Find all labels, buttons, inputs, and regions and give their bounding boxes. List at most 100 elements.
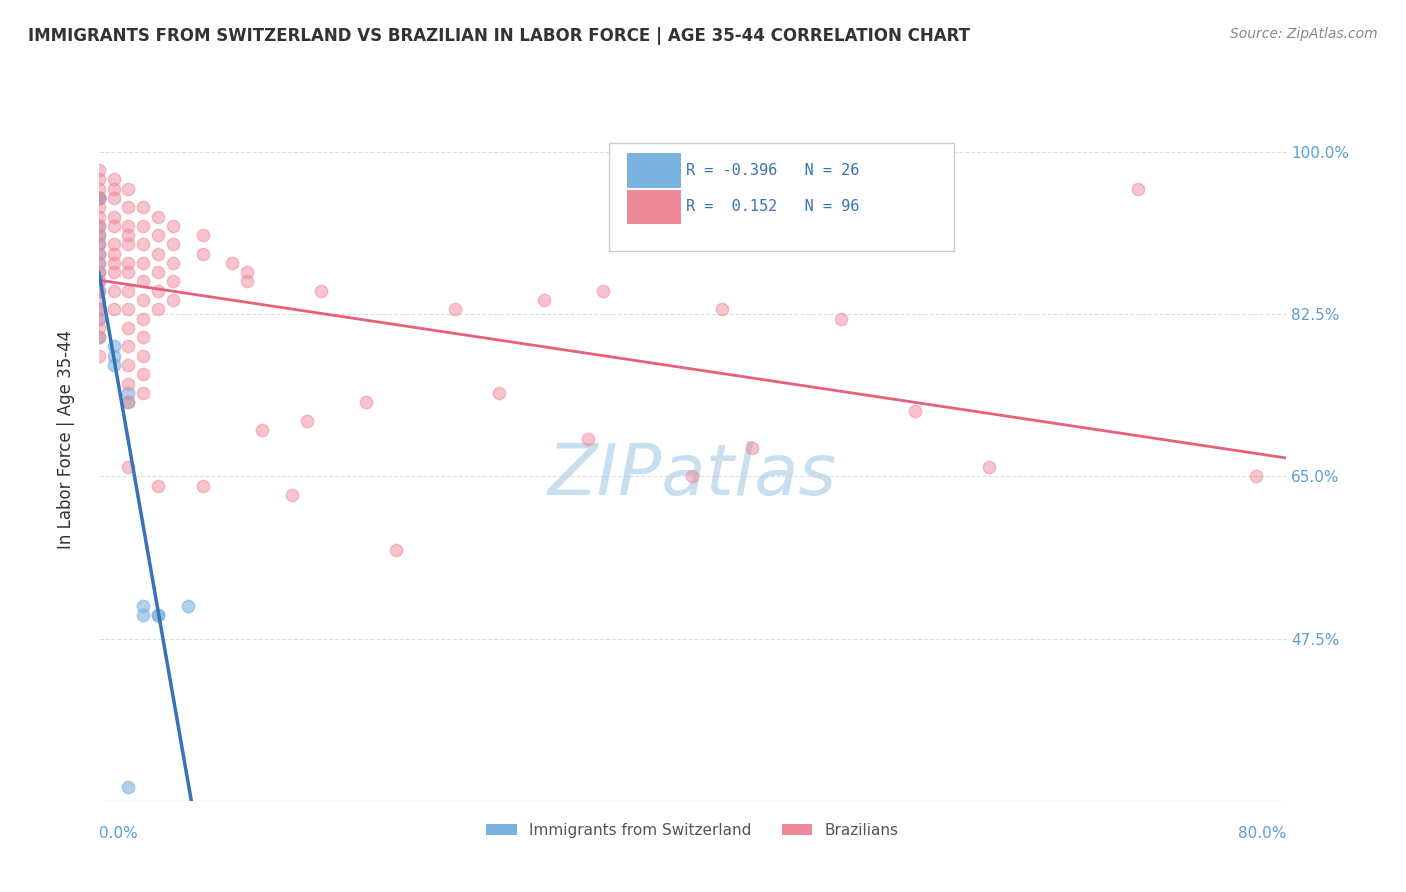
Point [132,293,155,307]
Point [1126,182,1149,196]
Point [444,302,467,317]
Point [191,228,214,243]
Legend: Immigrants from Switzerland, Brazilians: Immigrants from Switzerland, Brazilians [479,817,904,844]
Point [117,321,139,335]
Point [132,368,155,382]
Point [117,200,139,214]
Point [191,478,214,492]
Point [132,349,155,363]
Text: R = -0.396   N = 26: R = -0.396 N = 26 [686,162,860,178]
Point [87,349,110,363]
Point [87,302,110,317]
Point [250,423,273,437]
Point [578,432,600,446]
Point [87,302,110,317]
Point [132,608,155,623]
Point [592,284,614,298]
Point [132,219,155,233]
Point [87,293,110,307]
Point [146,228,169,243]
Point [87,182,110,196]
Point [221,256,243,270]
Point [103,284,125,298]
Point [103,210,125,224]
Point [117,219,139,233]
Y-axis label: In Labor Force | Age 35-44: In Labor Force | Age 35-44 [58,330,75,549]
Point [146,265,169,279]
Text: Source: ZipAtlas.com: Source: ZipAtlas.com [1230,27,1378,41]
Point [280,488,302,502]
Point [117,302,139,317]
Point [87,256,110,270]
Point [87,191,110,205]
Point [741,442,763,456]
Point [132,599,155,613]
Point [132,237,155,252]
Point [87,191,110,205]
Point [311,284,333,298]
Point [87,284,110,298]
Point [117,228,139,243]
Point [236,275,259,289]
Point [117,460,139,475]
Point [117,265,139,279]
Point [87,311,110,326]
Point [117,780,139,794]
Point [146,478,169,492]
Point [162,256,184,270]
Point [87,172,110,186]
Point [87,210,110,224]
Point [177,599,200,613]
Point [711,302,734,317]
FancyBboxPatch shape [627,190,681,224]
Point [87,228,110,243]
Point [146,210,169,224]
Point [103,302,125,317]
Point [87,330,110,344]
FancyBboxPatch shape [627,153,681,188]
Point [87,219,110,233]
Point [87,275,110,289]
Point [132,200,155,214]
Point [162,275,184,289]
Point [103,237,125,252]
FancyBboxPatch shape [609,143,953,251]
Point [132,275,155,289]
Point [87,237,110,252]
Text: ZIPatlas: ZIPatlas [548,441,837,510]
Point [533,293,555,307]
Text: IMMIGRANTS FROM SWITZERLAND VS BRAZILIAN IN LABOR FORCE | AGE 35-44 CORRELATION : IMMIGRANTS FROM SWITZERLAND VS BRAZILIAN… [28,27,970,45]
Point [117,376,139,391]
Point [103,219,125,233]
Point [87,275,110,289]
Point [87,246,110,260]
Point [87,219,110,233]
Point [132,385,155,400]
Point [87,191,110,205]
Point [830,311,852,326]
Point [162,219,184,233]
Point [103,191,125,205]
Point [103,246,125,260]
Point [103,265,125,279]
Point [103,172,125,186]
Point [87,284,110,298]
Point [103,182,125,196]
Point [117,256,139,270]
Text: 80.0%: 80.0% [1237,826,1286,841]
Point [87,265,110,279]
Point [681,469,703,483]
Point [384,543,406,558]
Point [87,200,110,214]
Point [295,414,318,428]
Point [87,246,110,260]
Point [117,284,139,298]
Point [146,608,169,623]
Point [236,265,259,279]
Point [87,321,110,335]
Point [103,358,125,372]
Point [132,311,155,326]
Point [146,302,169,317]
Point [87,265,110,279]
Point [87,191,110,205]
